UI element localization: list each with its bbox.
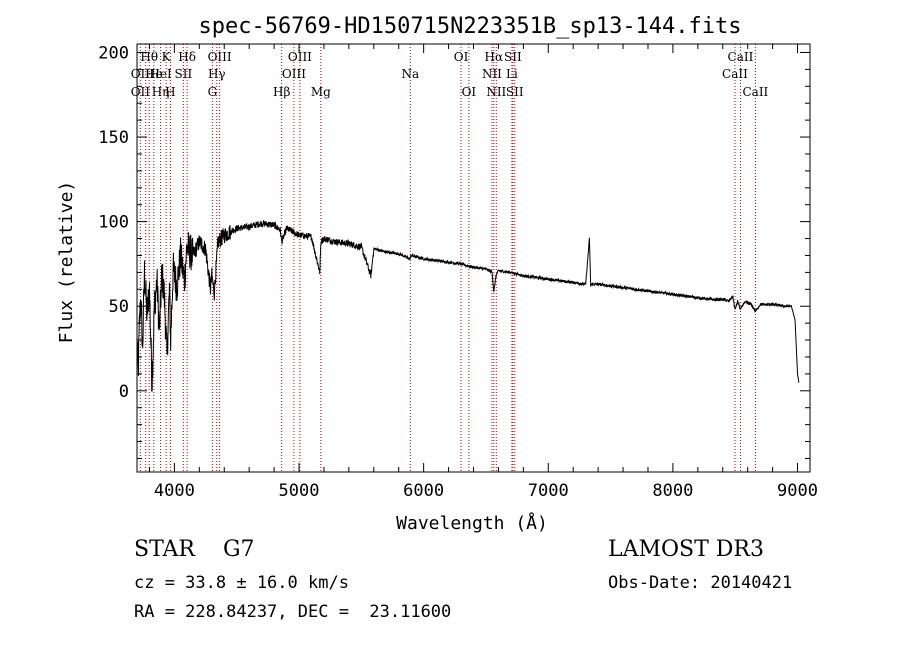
y-axis-label: Flux (relative) [56,181,77,344]
object-class-label: STAR G7 [134,537,255,562]
y-tick-label: 50 [109,297,129,317]
line-label: He [145,67,163,81]
line-label: Hα [485,50,504,64]
x-tick-label: 4000 [154,481,195,501]
line-label: K [162,50,172,64]
emission-line-markers [139,44,756,472]
line-label: HeI [149,67,172,81]
line-label: NII [486,85,506,99]
x-tick-label: 8000 [652,481,693,501]
line-label: Hγ [208,67,226,81]
line-label: CaII [742,85,768,99]
y-tick-label: 200 [98,43,129,63]
line-label: OI [462,85,477,99]
y-tick-label: 0 [119,382,129,402]
x-tick-label: 5000 [279,481,320,501]
line-label: NII [482,67,502,81]
chart-title: spec-56769-HD150715N223351B_sp13-144.fit… [198,14,741,39]
spectrum-series [136,220,800,392]
line-label: Na [401,67,419,81]
line-label: G [208,85,218,99]
x-tick-label: 6000 [403,481,444,501]
line-label: SII [175,67,193,81]
line-label: Hη [152,85,170,99]
x-tick-label: 9000 [777,481,818,501]
line-label: SII [504,50,522,64]
line-label: SII [506,85,524,99]
line-label: Hβ [273,85,290,99]
coordinates-label: RA = 228.84237, DEC = 23.11600 [134,602,452,622]
line-label: OI [454,50,469,64]
redshift-label: cz = 33.8 ± 16.0 km/s [134,573,349,593]
line-label: OIII [288,50,312,64]
line-label: OIII [208,50,232,64]
line-label: OIII [282,67,306,81]
axes: 4000 5000 6000 7000 8000 9000 0 50 100 150 200 [98,43,818,501]
y-tick-label: 100 [98,213,129,233]
obs-date-label: Obs-Date: 20140421 [608,573,793,593]
x-tick-label: 7000 [528,481,569,501]
line-label: OII [131,85,151,99]
line-label: Mg [311,85,331,99]
line-label: CaII [722,67,748,81]
line-label: OII [131,67,151,81]
line-label: H [165,85,175,99]
survey-label: LAMOST DR3 [608,537,764,562]
plot-frame [136,43,811,473]
line-label: Hδ [178,50,196,64]
line-label: Hθ [140,50,158,64]
x-axis-label: Wavelength (Å) [396,512,548,534]
y-tick-label: 150 [98,128,129,148]
line-label: Li [506,67,518,81]
spectrum-line [136,220,800,392]
line-label: CaII [728,50,754,64]
